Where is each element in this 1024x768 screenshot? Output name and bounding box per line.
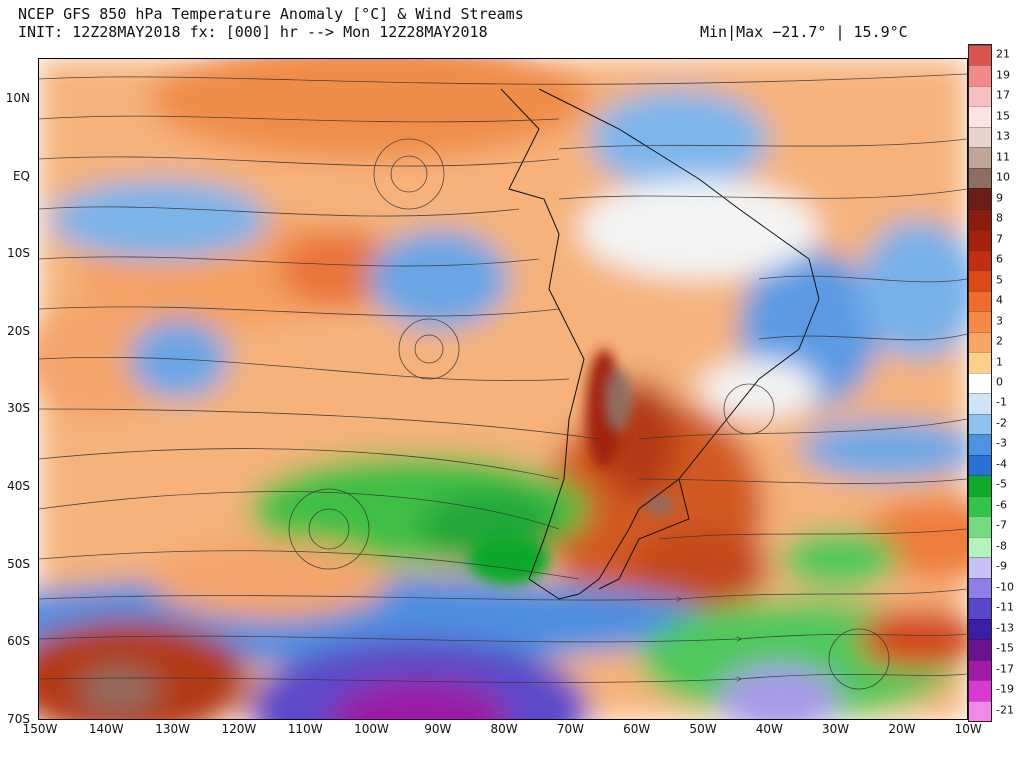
lat-label-20s: 20S — [7, 323, 30, 338]
lat-label-70s: 70S — [7, 711, 30, 726]
colorbar-cell — [969, 680, 991, 701]
colorbar-label: 8 — [996, 211, 1003, 225]
colorbar-cell — [969, 639, 991, 660]
warm-core-detail — [469, 349, 673, 584]
lat-label-30s: 30S — [7, 401, 30, 416]
colorbar-cell — [969, 372, 991, 394]
colorbar-label: -13 — [996, 621, 1014, 635]
colorbar-cell — [969, 495, 991, 517]
lon-label-30w: 30W — [822, 722, 850, 736]
colorbar-label: -1 — [996, 395, 1007, 409]
colorbar-label: -4 — [996, 457, 1007, 471]
colorbar-cell — [969, 618, 991, 640]
colorbar-label: -15 — [996, 641, 1014, 655]
lon-label-10w: 10W — [954, 722, 982, 736]
lon-label-90w: 90W — [424, 722, 452, 736]
colorbar-cell — [969, 188, 991, 209]
init-time-label: INIT: 12Z28MAY2018 fx: [000] hr --> Mon … — [18, 23, 488, 41]
colorbar-label: 3 — [996, 314, 1003, 328]
colorbar-label: -21 — [996, 703, 1014, 717]
lon-label-40w: 40W — [755, 722, 783, 736]
colorbar-cell — [969, 700, 991, 721]
colorbar-label: 5 — [996, 273, 1003, 287]
colorbar-label: -19 — [996, 682, 1014, 696]
colorbar-label: 0 — [996, 375, 1003, 389]
colorbar-cell — [969, 352, 991, 373]
lon-label-20w: 20W — [888, 722, 916, 736]
colorbar-label: 13 — [996, 129, 1010, 143]
temperature-field — [39, 59, 967, 719]
colorbar-cell — [969, 598, 991, 619]
colorbar-cell — [969, 208, 991, 230]
colorbar-label: 11 — [996, 150, 1010, 164]
lon-label-150w: 150W — [22, 722, 58, 736]
colorbar-label: -8 — [996, 539, 1007, 553]
lon-label-80w: 80W — [490, 722, 518, 736]
colorbar-cell — [969, 126, 991, 148]
colorbar-label: -6 — [996, 498, 1007, 512]
lon-label-70w: 70W — [556, 722, 584, 736]
colorbar — [968, 44, 992, 722]
colorbar-cell — [969, 516, 991, 537]
lon-label-60w: 60W — [623, 722, 651, 736]
colorbar-cell — [969, 577, 991, 599]
colorbar-cell — [969, 413, 991, 435]
colorbar-label: 6 — [996, 252, 1003, 266]
colorbar-label: 4 — [996, 293, 1003, 307]
lat-label-10n: 10N — [5, 91, 30, 105]
lon-label-130w: 130W — [155, 722, 190, 736]
lon-label-100w: 100W — [354, 722, 389, 736]
colorbar-cell — [969, 475, 991, 496]
colorbar-label: 7 — [996, 232, 1003, 246]
lat-label-50s: 50S — [7, 556, 30, 571]
lat-label-eq: EQ — [12, 168, 30, 183]
colorbar-cell — [969, 85, 991, 107]
colorbar-cell — [969, 557, 991, 578]
colorbar-cell — [969, 290, 991, 312]
colorbar-label: 19 — [996, 68, 1010, 82]
colorbar-label: 10 — [996, 170, 1010, 184]
lon-label-50w: 50W — [689, 722, 717, 736]
colorbar-label: -5 — [996, 477, 1007, 491]
colorbar-label: 15 — [996, 109, 1010, 123]
wind-streamlines — [39, 73, 967, 690]
colorbar-cell — [969, 147, 991, 168]
colorbar-cell — [969, 311, 991, 332]
colorbar-label: -7 — [996, 518, 1007, 532]
colorbar-label: -9 — [996, 559, 1007, 573]
colorbar-cell — [969, 45, 991, 66]
colorbar-label: 2 — [996, 334, 1003, 348]
anomaly-map — [38, 58, 968, 720]
colorbar-cell — [969, 106, 991, 127]
coastlines — [500, 88, 820, 600]
colorbar-cell — [969, 659, 991, 681]
colorbar-cell — [969, 65, 991, 86]
colorbar-cell — [969, 167, 991, 189]
colorbar-label: -3 — [996, 436, 1007, 450]
lon-label-140w: 140W — [88, 722, 124, 736]
colorbar-label: -10 — [996, 580, 1014, 594]
colorbar-cell — [969, 454, 991, 476]
lat-label-10s: 10S — [7, 246, 30, 261]
lon-label-120w: 120W — [221, 722, 257, 736]
colorbar-label: 1 — [996, 355, 1003, 368]
lon-label-110w: 110W — [287, 722, 323, 736]
map-title: NCEP GFS 850 hPa Temperature Anomaly [°C… — [18, 5, 524, 23]
lat-label-40s: 40S — [7, 479, 30, 493]
colorbar-label: -17 — [996, 662, 1014, 676]
colorbar-label: -11 — [996, 600, 1014, 614]
lat-label-60s: 60S — [7, 634, 30, 649]
colorbar-label: 21 — [996, 47, 1010, 61]
colorbar-cell — [969, 331, 991, 353]
colorbar-cell — [969, 393, 991, 414]
colorbar-label: -2 — [996, 416, 1007, 430]
colorbar-cell — [969, 270, 991, 291]
colorbar-label: 9 — [996, 191, 1003, 205]
colorbar-cell — [969, 434, 991, 455]
colorbar-cell — [969, 229, 991, 250]
colorbar-cell — [969, 536, 991, 558]
colorbar-label: 17 — [996, 88, 1010, 102]
colorbar-cell — [969, 249, 991, 271]
min-max-label: Min|Max −21.7° | 15.9°C — [700, 23, 908, 41]
